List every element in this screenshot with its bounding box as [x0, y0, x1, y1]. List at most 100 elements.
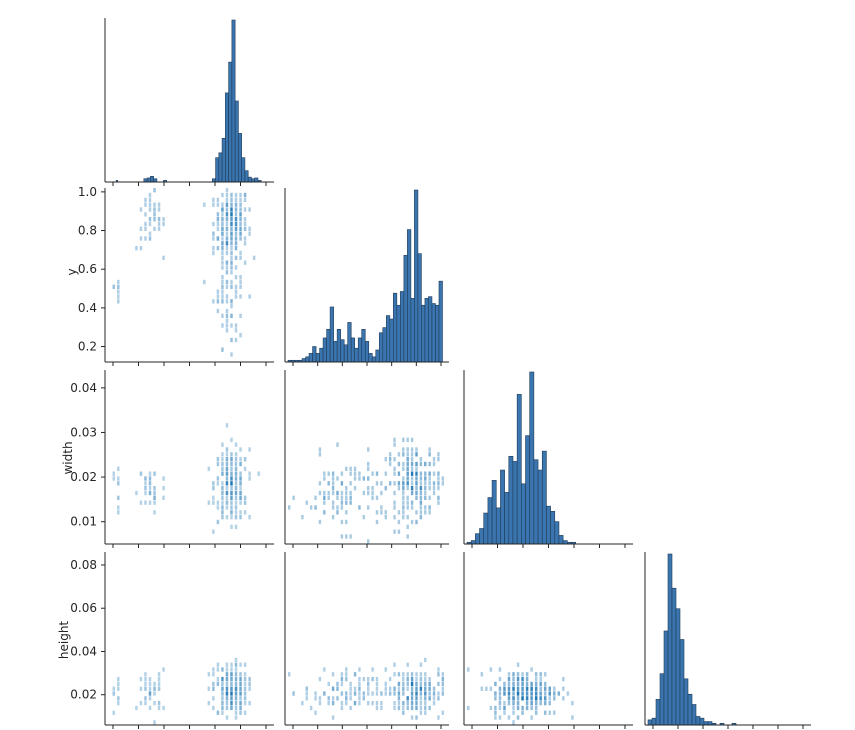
heat-cell-width-height: [516, 676, 520, 682]
heat-cell-y-width: [432, 490, 436, 496]
heat-cell-x-y: [221, 236, 224, 241]
heat-cell-x-y: [148, 192, 152, 198]
heat-cell-x-y: [203, 279, 206, 285]
axes-layer: 0.2 0.4 0.6 0.8 1.0 0.01 0.02 0.03 0.04 0.02 0.04 0…: [70, 18, 811, 729]
heat-cell-y-width: [406, 461, 409, 467]
heat-cell-y-height: [331, 715, 335, 720]
heat-cell-x-height: [117, 686, 120, 691]
heat-cell-y-width: [353, 466, 357, 472]
heat-cell-width-height: [512, 720, 515, 725]
heat-cell-x-width: [230, 490, 233, 496]
heat-cell-x-height: [157, 681, 161, 687]
heat-cell-x-width: [239, 486, 242, 491]
heat-cell-y-height: [371, 700, 374, 706]
heat-cell-x-y: [144, 212, 147, 217]
heat-cell-x-y: [234, 328, 238, 333]
heat-cell-y-height: [424, 700, 427, 706]
heat-cell-x-y: [221, 246, 224, 251]
hist-bar-y-27: [382, 327, 387, 363]
heat-cell-x-width: [144, 481, 147, 486]
hist-bar-height-12: [695, 716, 701, 726]
heat-cell-width-height: [525, 681, 529, 687]
heat-cell-y-width: [402, 510, 405, 515]
heat-cell-y-width: [331, 486, 335, 491]
heat-cell-x-width: [153, 500, 156, 505]
heat-cell-x-width: [225, 471, 229, 476]
heat-cell-x-y: [230, 313, 233, 319]
heat-cell-y-width: [415, 466, 418, 472]
heat-cell-x-width: [221, 461, 224, 467]
heat-cell-y-height: [305, 686, 308, 691]
heat-cell-x-height: [216, 662, 220, 667]
heat-cell-y-width: [318, 481, 322, 486]
heat-cell-x-y: [157, 217, 161, 222]
hist-bar-x-12: [231, 19, 236, 183]
hist-bar-y-14: [336, 329, 341, 363]
heat-cell-x-height: [153, 686, 156, 691]
heat-cell-x-height: [234, 715, 238, 720]
heat-cell-x-height: [221, 700, 224, 706]
heat-cell-y-height: [419, 676, 423, 682]
heat-cell-y-width: [349, 534, 352, 539]
heat-cell-y-height: [331, 700, 335, 706]
heat-cell-x-width: [144, 490, 147, 496]
heat-cell-x-height: [234, 696, 238, 701]
heat-cell-x-y: [230, 202, 233, 207]
heat-cell-width-height: [534, 681, 538, 687]
heat-cell-x-y: [212, 236, 215, 241]
heat-cell-x-height: [153, 681, 156, 687]
hist-bar-y-25: [375, 349, 380, 363]
y-tick-label-y: 0.2: [78, 340, 97, 354]
y-axis-label: y: [65, 268, 79, 275]
heat-cell-x-y: [212, 250, 215, 256]
heat-cell-y-width: [393, 481, 396, 486]
hist-bar-height-5: [667, 553, 673, 726]
heat-cell-width-height: [534, 696, 538, 701]
heat-cell-width-height: [498, 700, 502, 706]
heat-cell-y-height: [309, 705, 313, 711]
heat-cell-y-height: [406, 676, 409, 682]
heat-cell-y-width: [371, 486, 374, 491]
heat-cell-width-height: [566, 691, 570, 696]
heat-cell-x-height: [225, 715, 229, 720]
heat-cell-y-height: [331, 696, 335, 701]
heat-cell-y-width: [402, 466, 405, 472]
heat-cell-x-y: [243, 241, 247, 246]
heat-cell-y-width: [441, 476, 445, 481]
heat-cell-x-y: [239, 333, 242, 338]
heat-cell-x-y: [239, 192, 242, 198]
heat-cell-x-width: [234, 500, 238, 505]
heat-cell-width-height: [543, 700, 547, 706]
heat-cell-x-width: [153, 510, 156, 515]
y-tick-label-height: 0.02: [70, 688, 97, 702]
heat-cell-x-y: [239, 250, 242, 256]
heat-cell-y-width: [318, 447, 322, 452]
heat-cell-x-height: [221, 667, 224, 672]
heat-cell-y-width: [318, 490, 322, 496]
heat-cell-y-height: [424, 710, 427, 715]
heat-cell-x-y: [153, 217, 156, 222]
heat-cell-y-height: [406, 700, 409, 706]
hist-bar-y-11: [326, 329, 331, 363]
heat-cell-y-height: [406, 681, 409, 687]
heat-cell-width-height: [539, 681, 542, 687]
heat-cell-y-width: [336, 505, 339, 510]
heat-cell-x-width: [239, 461, 242, 467]
heat-cell-y-width: [367, 466, 370, 472]
heat-cell-x-y: [221, 231, 224, 236]
heat-cell-y-width: [415, 495, 418, 501]
heat-cell-x-y: [225, 279, 229, 285]
heat-cell-x-height: [230, 672, 233, 677]
heat-cell-y-width: [327, 490, 330, 496]
heat-cell-y-width: [397, 486, 401, 491]
heat-cell-x-y: [216, 197, 220, 203]
heat-cell-y-height: [428, 705, 431, 711]
hist-bar-x-2: [146, 177, 151, 183]
heat-cell-y-height: [415, 700, 418, 706]
heat-cell-x-width: [112, 476, 116, 481]
heat-cell-x-y: [221, 313, 224, 319]
heat-cell-y-width: [428, 481, 431, 486]
heat-cell-y-width: [428, 476, 431, 481]
heat-cell-x-width: [148, 490, 152, 496]
heat-cell-y-width: [323, 500, 326, 505]
